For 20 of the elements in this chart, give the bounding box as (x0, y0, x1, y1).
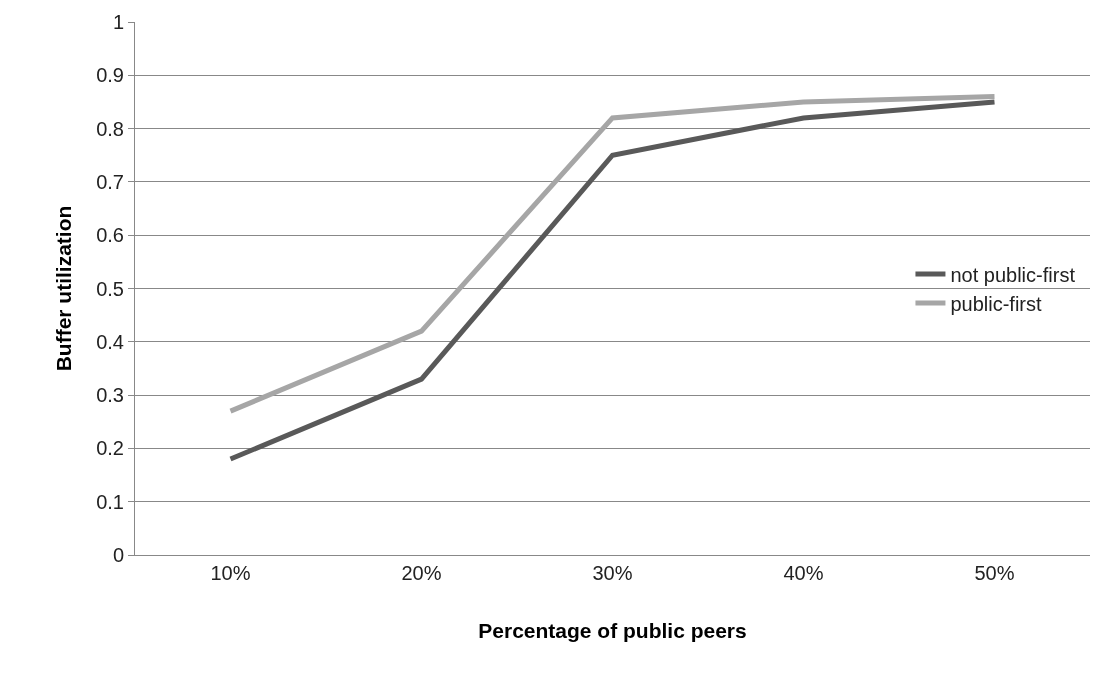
y-tick-label: 0.8 (96, 117, 124, 140)
y-tick-label: 0.1 (96, 490, 124, 513)
x-tick-label: 20% (401, 562, 442, 584)
x-tick-label: 30% (592, 562, 633, 584)
y-tick-label: 0.6 (96, 224, 124, 247)
y-tick-label: 0 (112, 544, 124, 566)
x-tick-label: 40% (783, 562, 824, 584)
x-tick-label: 10% (210, 562, 251, 584)
y-tick-label: 0.3 (96, 384, 124, 407)
legend-label: public-first (950, 292, 1043, 315)
x-axis-title: Percentage of public peers (478, 619, 747, 643)
y-tick-label: 0.7 (96, 170, 124, 193)
y-tick-label: 0.4 (96, 330, 124, 353)
legend-label: not public-first (950, 263, 1076, 286)
y-axis-title: Buffer utilization (52, 205, 76, 372)
y-tick-label: 0.2 (96, 437, 124, 460)
x-tick-label: 50% (974, 562, 1015, 584)
y-tick-label: 1 (112, 11, 124, 33)
y-tick-label: 0.5 (96, 277, 124, 300)
y-tick-label: 0.9 (96, 64, 124, 87)
